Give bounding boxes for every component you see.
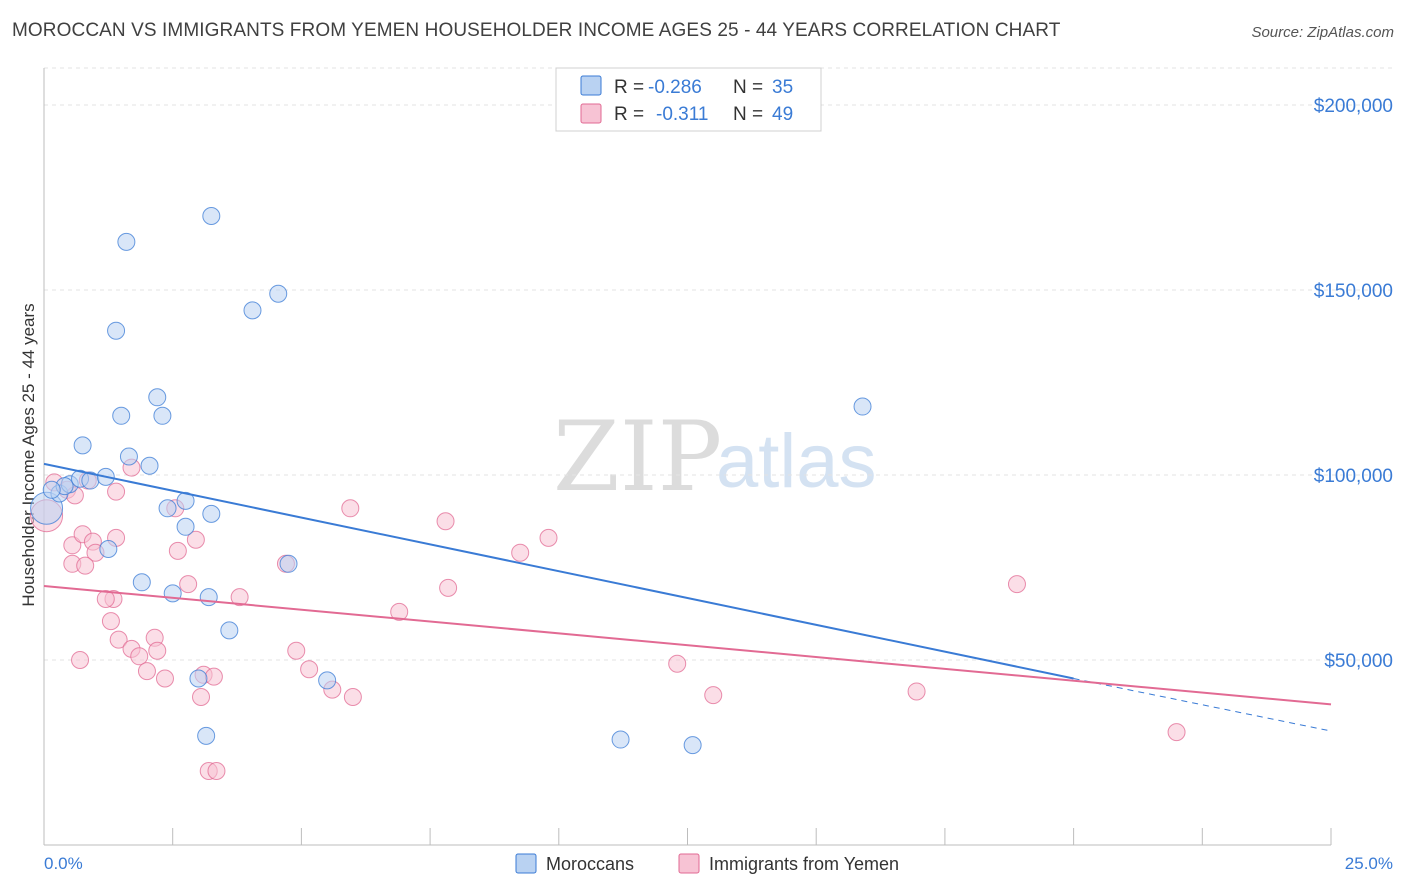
- yemen-point-18: [137, 662, 156, 681]
- x-tick-label-max: 25.0%: [1345, 854, 1393, 873]
- moroccans-point-7: [107, 321, 126, 340]
- legend-swatch-yemen-bottom: [678, 853, 700, 874]
- moroccans-point-31: [611, 730, 630, 749]
- chart-title: MOROCCAN VS IMMIGRANTS FROM YEMEN HOUSEH…: [12, 20, 1061, 41]
- moroccans-point-32: [683, 736, 702, 755]
- yemen-point-43: [439, 578, 458, 597]
- moroccans-point-14: [158, 499, 177, 518]
- moroccans-point-9: [112, 406, 131, 425]
- moroccans-point-12: [119, 447, 138, 466]
- moroccans-point-28: [279, 554, 298, 573]
- moroccans-point-25: [189, 669, 208, 688]
- yemen-point-13: [109, 630, 128, 649]
- yemen-point-23: [168, 541, 187, 560]
- y-tick-label-0: $50,000: [1324, 651, 1393, 672]
- legend-n-label-yemen: N =: [733, 104, 763, 125]
- moroccans-point-26: [197, 726, 216, 745]
- x-axis-ticks: [43, 828, 1332, 845]
- series-legend: Moroccans Immigrants from Yemen: [515, 853, 899, 874]
- yemen-point-50: [1167, 723, 1186, 742]
- moroccans-point-6: [73, 436, 92, 455]
- legend-r-value-yemen: -0.311: [656, 104, 708, 125]
- yemen-point-46: [668, 654, 687, 673]
- yemen-point-44: [511, 543, 530, 562]
- moroccans-point-8: [117, 232, 136, 251]
- legend-r-value-moroccans: -0.286: [648, 77, 702, 98]
- yemen-point-37: [300, 660, 319, 679]
- yemen-point-27: [179, 575, 198, 594]
- moroccans-point-24: [199, 588, 218, 607]
- y-axis-title: Householder Income Ages 25 - 44 years: [19, 303, 38, 606]
- watermark-atlas: atlas: [716, 419, 877, 504]
- yemen-point-17: [130, 647, 149, 666]
- yemen-point-29: [192, 688, 211, 706]
- yemen-point-12: [101, 612, 120, 631]
- yemen-point-15: [96, 589, 115, 608]
- yemen-point-25: [107, 482, 126, 501]
- trend-lines: [43, 462, 1332, 732]
- moroccans-point-17: [202, 504, 221, 523]
- yemen-point-41: [390, 602, 409, 621]
- legend-n-label-moroccans: N =: [733, 77, 763, 98]
- legend-n-value-moroccans: 35: [772, 77, 793, 98]
- gridlines: [44, 67, 1393, 661]
- yemen-point-49: [1007, 575, 1026, 594]
- yemen-point-33: [207, 762, 226, 780]
- legend-swatch-moroccans: [580, 75, 602, 96]
- moroccans-point-19: [243, 301, 262, 320]
- legend-label-yemen: Immigrants from Yemen: [709, 854, 899, 874]
- moroccans-point-30: [853, 397, 872, 416]
- yemen-point-21: [155, 669, 174, 688]
- moroccans-point-22: [132, 573, 151, 592]
- yemen-point-5: [63, 536, 82, 555]
- moroccans-point-29: [318, 671, 337, 690]
- moroccans-point-16: [176, 517, 195, 536]
- moroccans-point-27: [220, 621, 239, 640]
- correlation-legend: R = -0.286 N = 35 R = -0.311 N = 49: [555, 67, 822, 132]
- y-tick-label-2: $150,000: [1314, 281, 1393, 302]
- yemen-point-36: [287, 641, 306, 660]
- legend-swatch-moroccans-bottom: [515, 853, 537, 874]
- source-label: Source: ZipAtlas.com: [1251, 24, 1394, 41]
- watermark-zip: ZIP: [553, 401, 722, 513]
- yemen-point-39: [343, 688, 362, 706]
- moroccans-trend-extension: [1073, 678, 1332, 732]
- moroccans-point-21: [99, 540, 118, 558]
- yemen-point-40: [341, 499, 360, 518]
- moroccans-point-13: [140, 456, 159, 475]
- y-tick-labels: $50,000 $100,000 $150,000 $200,000: [1314, 96, 1393, 672]
- yemen-point-28: [186, 530, 205, 549]
- moroccans-point-11: [153, 406, 172, 425]
- yemen-point-47: [704, 686, 723, 705]
- legend-r-label-yemen: R =: [614, 104, 644, 125]
- watermark: ZIP atlas: [553, 401, 877, 513]
- legend-label-moroccans: Moroccans: [546, 854, 634, 874]
- moroccans-point-18: [202, 207, 221, 225]
- legend-n-value-yemen: 49: [772, 104, 793, 125]
- moroccans-point-34: [42, 480, 61, 499]
- yemen-point-26: [71, 651, 90, 669]
- yemen-point-31: [204, 667, 223, 686]
- y-tick-label-3: $200,000: [1314, 96, 1393, 117]
- x-tick-label-min: 0.0%: [44, 854, 83, 873]
- yemen-point-42: [436, 512, 455, 531]
- legend-r-label-moroccans: R =: [614, 77, 644, 98]
- moroccans-point-10: [148, 388, 167, 407]
- moroccans-point-20: [269, 284, 288, 303]
- yemen-point-10: [76, 556, 95, 575]
- yemen-point-45: [539, 528, 558, 547]
- y-tick-label-1: $100,000: [1314, 466, 1393, 487]
- yemen-trend-line: [43, 585, 1332, 706]
- legend-swatch-yemen: [580, 103, 602, 124]
- yemen-point-48: [907, 682, 926, 701]
- yemen-point-20: [148, 641, 167, 660]
- moroccans-trend-line: [43, 462, 1074, 680]
- yemen-point-34: [230, 588, 249, 607]
